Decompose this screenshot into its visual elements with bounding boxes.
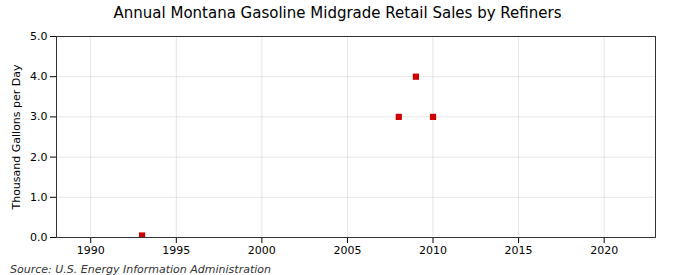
svg-text:1.0: 1.0 xyxy=(30,191,48,204)
svg-text:5.0: 5.0 xyxy=(30,30,48,43)
html-text:Source: U.S. Energy Informatio: Source: U.S. Energy Information Administ… xyxy=(10,263,271,275)
svg-text:2015: 2015 xyxy=(505,244,533,257)
svg-text:3.0: 3.0 xyxy=(30,110,48,123)
svg-text:0.0: 0.0 xyxy=(30,231,48,244)
svg-text:2010: 2010 xyxy=(419,244,447,257)
svg-text:1990: 1990 xyxy=(77,244,105,257)
svg-text:2.0: 2.0 xyxy=(30,151,48,164)
svg-text:2005: 2005 xyxy=(333,244,361,257)
svg-text:1995: 1995 xyxy=(162,244,190,257)
svg-text:Thousand Gallons per Day: Thousand Gallons per Day xyxy=(10,64,23,211)
svg-text:2020: 2020 xyxy=(590,244,618,257)
html-text:Annual Montana Gasoline Midgra: Annual Montana Gasoline Midgrade Retail … xyxy=(113,4,562,22)
svg-text:2000: 2000 xyxy=(248,244,276,257)
svg-text:4.0: 4.0 xyxy=(30,70,48,83)
